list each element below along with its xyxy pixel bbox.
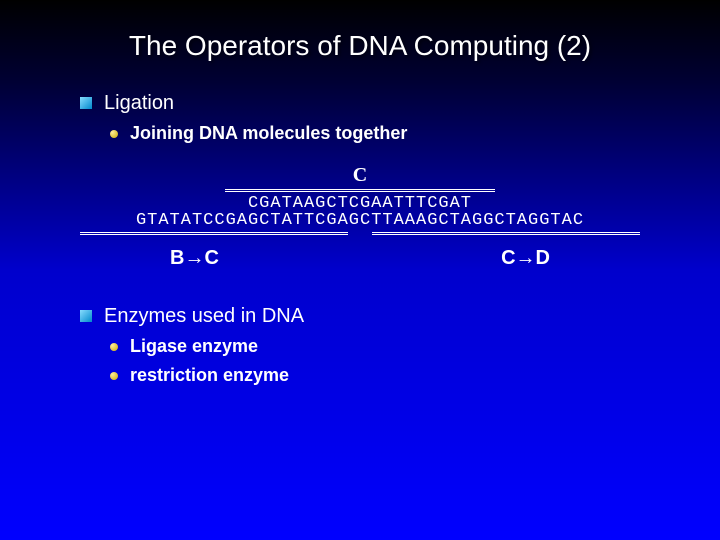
bullet-level2: restriction enzyme [110,365,680,386]
enzymes-sub1: Ligase enzyme [130,336,258,357]
ligation-sub1: Joining DNA molecules together [130,123,407,144]
line-segment-right [372,232,640,235]
section-ligation: Ligation Joining DNA molecules together [80,92,680,144]
section-enzymes: Enzymes used in DNA Ligase enzyme restri… [80,305,680,386]
round-bullet-icon [110,130,118,138]
diagram-top-label: C [80,164,640,187]
slide-title: The Operators of DNA Computing (2) [40,30,680,62]
round-bullet-icon [110,343,118,351]
slide-container: The Operators of DNA Computing (2) Ligat… [0,0,720,424]
square-bullet-icon [80,97,92,109]
ligation-heading: Ligation [104,92,174,115]
label-b-to-c: B→C [170,247,219,270]
enzymes-sub2: restriction enzyme [130,365,289,386]
label-c-to-d: C→D [501,247,550,270]
diagram-bottom-lines [80,232,640,235]
round-bullet-icon [110,372,118,380]
bullet-level1: Ligation [80,92,680,115]
diagram-bottom-labels: B→C C→D [80,247,640,270]
bullet-level2: Joining DNA molecules together [110,123,680,144]
bullet-level1: Enzymes used in DNA [80,305,680,328]
dna-diagram: C CGATAAGCTCGAATTTCGAT GTATATCCGAGCTATTC… [80,164,640,270]
line-segment-left [80,232,348,235]
square-bullet-icon [80,310,92,322]
diagram-top-line [80,189,640,192]
bullet-level2: Ligase enzyme [110,336,680,357]
enzymes-heading: Enzymes used in DNA [104,305,304,328]
sequence-bottom: GTATATCCGAGCTATTCGAGCTTAAAGCTAGGCTAGGTAC [80,211,640,230]
line-segment [225,189,495,192]
